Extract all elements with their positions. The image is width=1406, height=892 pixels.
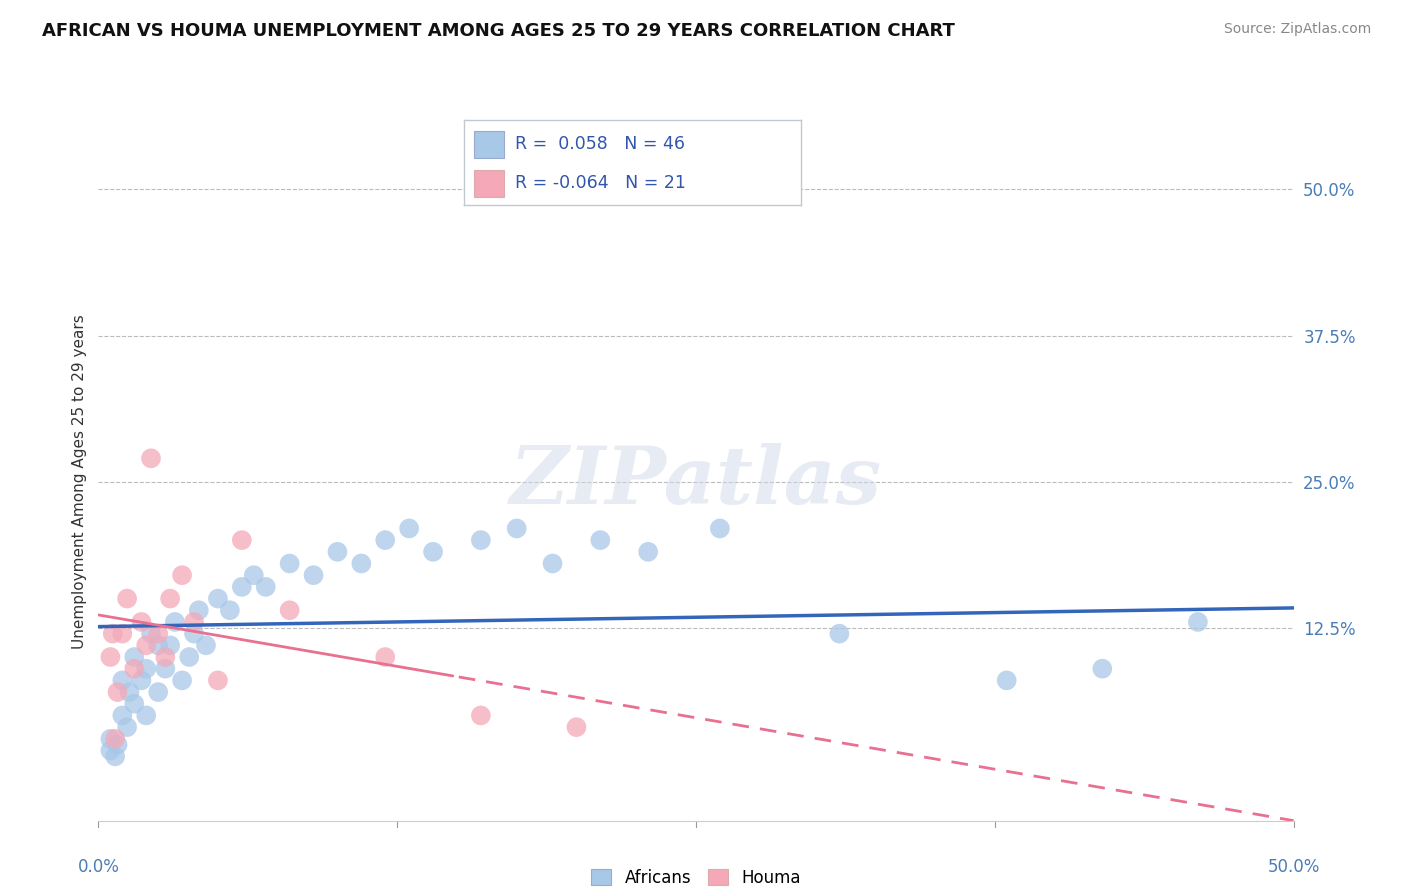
Text: AFRICAN VS HOUMA UNEMPLOYMENT AMONG AGES 25 TO 29 YEARS CORRELATION CHART: AFRICAN VS HOUMA UNEMPLOYMENT AMONG AGES…	[42, 22, 955, 40]
Point	[98, 743, 122, 757]
Point	[541, 557, 564, 571]
Text: 0.0%: 0.0%	[77, 858, 120, 876]
Point	[124, 650, 146, 665]
FancyBboxPatch shape	[474, 130, 505, 158]
Point	[995, 673, 1018, 688]
Point	[422, 545, 444, 559]
Text: 50.0%: 50.0%	[1267, 858, 1320, 876]
Point	[1091, 662, 1114, 676]
Point	[470, 708, 492, 723]
Point	[101, 626, 124, 640]
Point	[350, 557, 373, 571]
FancyBboxPatch shape	[474, 169, 505, 196]
Point	[159, 591, 181, 606]
Point	[159, 638, 181, 652]
Point	[183, 615, 205, 629]
Point	[506, 521, 529, 535]
Point	[179, 650, 201, 665]
Point	[139, 626, 162, 640]
Legend: Africans, Houma: Africans, Houma	[585, 863, 807, 892]
Point	[135, 662, 157, 676]
Point	[219, 603, 242, 617]
Point	[637, 545, 659, 559]
Point	[243, 568, 266, 582]
Point	[565, 720, 588, 734]
Text: R =  0.058   N = 46: R = 0.058 N = 46	[515, 136, 685, 153]
Point	[115, 720, 138, 734]
Point	[107, 738, 129, 752]
Point	[124, 697, 146, 711]
Point	[107, 685, 129, 699]
Point	[135, 708, 157, 723]
Point	[828, 626, 851, 640]
Point	[148, 626, 170, 640]
Point	[231, 533, 253, 548]
Point	[98, 650, 122, 665]
Point	[131, 673, 153, 688]
Point	[374, 533, 396, 548]
Point	[183, 626, 205, 640]
Point	[589, 533, 612, 548]
Point	[148, 685, 170, 699]
Point	[104, 749, 127, 764]
Point	[163, 615, 186, 629]
Point	[326, 545, 349, 559]
Point	[115, 591, 138, 606]
Text: R = -0.064   N = 21: R = -0.064 N = 21	[515, 174, 686, 192]
Point	[254, 580, 277, 594]
Point	[207, 591, 229, 606]
Point	[98, 731, 122, 746]
Point	[148, 638, 170, 652]
Point	[207, 673, 229, 688]
Point	[104, 731, 127, 746]
Point	[398, 521, 420, 535]
Point	[172, 673, 194, 688]
Point	[470, 533, 492, 548]
Point	[231, 580, 253, 594]
Point	[135, 638, 157, 652]
Point	[155, 662, 177, 676]
Point	[1187, 615, 1209, 629]
Point	[278, 557, 301, 571]
Point	[278, 603, 301, 617]
Y-axis label: Unemployment Among Ages 25 to 29 years: Unemployment Among Ages 25 to 29 years	[72, 314, 87, 649]
Point	[111, 708, 134, 723]
Point	[139, 451, 162, 466]
Point	[118, 685, 141, 699]
Point	[374, 650, 396, 665]
Point	[194, 638, 218, 652]
Point	[187, 603, 209, 617]
Point	[302, 568, 325, 582]
Point	[709, 521, 731, 535]
Point	[131, 615, 153, 629]
Point	[111, 626, 134, 640]
Point	[172, 568, 194, 582]
Text: Source: ZipAtlas.com: Source: ZipAtlas.com	[1223, 22, 1371, 37]
Point	[111, 673, 134, 688]
Point	[124, 662, 146, 676]
Point	[155, 650, 177, 665]
Text: ZIPatlas: ZIPatlas	[510, 443, 882, 520]
